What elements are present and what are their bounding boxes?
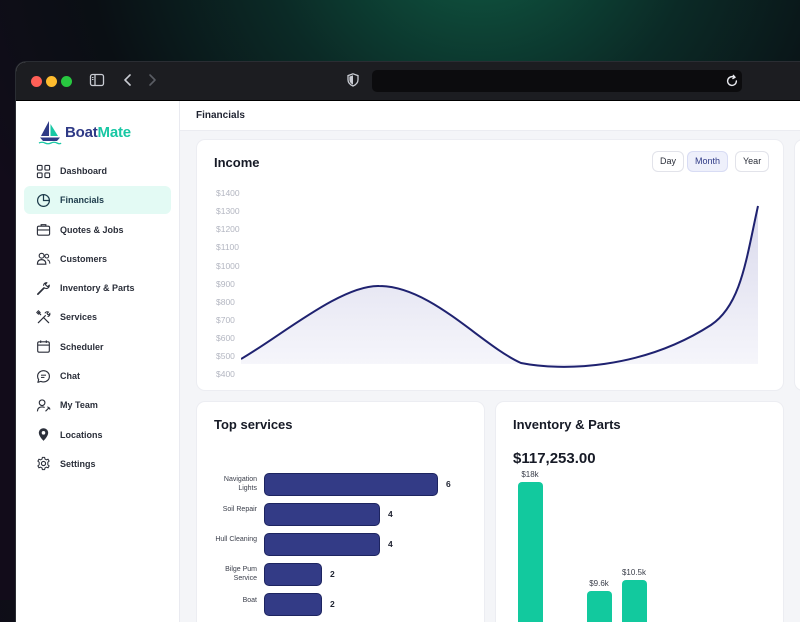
sidebar-item-inventory-parts[interactable]: Inventory & Parts	[24, 274, 171, 302]
service-label: Navigation Lights	[223, 476, 257, 492]
sidebar-item-quotes-jobs[interactable]: Quotes & Jobs	[24, 216, 171, 244]
inventory-bar	[518, 482, 543, 622]
sidebar-item-label: My Team	[60, 400, 98, 411]
sidebar-item-scheduler[interactable]: Scheduler	[24, 333, 171, 361]
sidebar-item-locations[interactable]: Locations	[24, 421, 171, 449]
sidebar-item-label: Chat	[60, 371, 80, 382]
sidebar-item-services[interactable]: Services	[24, 303, 171, 331]
minimize-window-button[interactable]	[46, 76, 57, 87]
y-tick-label: $400	[216, 369, 235, 379]
sidebar-item-label: Settings	[60, 458, 96, 469]
service-bar	[265, 474, 437, 495]
sidebar-item-dashboard[interactable]: Dashboard	[24, 157, 171, 185]
service-value: 2	[330, 569, 335, 579]
y-tick-label: $1100	[216, 242, 240, 252]
period-day-button[interactable]: Day	[653, 152, 684, 171]
maximize-window-button[interactable]	[61, 76, 72, 87]
y-tick-label: $500	[216, 351, 235, 361]
brand-name: BoatMate	[65, 123, 131, 141]
close-window-button[interactable]	[31, 76, 42, 87]
income-card: Income Day Month Year $1400 $1300 $1200 …	[197, 140, 783, 390]
inventory-card: Inventory & Parts $117,253.00 $18k $9.6k…	[496, 402, 783, 622]
address-bar[interactable]	[372, 70, 742, 92]
service-bar	[265, 504, 379, 525]
y-tick-label: $600	[216, 333, 235, 343]
shield-icon[interactable]	[345, 72, 361, 88]
users-icon	[36, 253, 51, 266]
top-services-title: Top services	[214, 417, 293, 432]
tools-icon	[36, 310, 51, 324]
period-month-button[interactable]: Month	[688, 152, 728, 171]
inventory-bar-label: $18k	[521, 470, 539, 479]
y-tick-label: $1400	[216, 188, 240, 198]
inventory-bar-label: $10.5k	[621, 568, 647, 577]
service-label: Hull Cleaning	[215, 536, 257, 543]
sidebar-item-label: Customers	[60, 253, 108, 264]
service-bar	[265, 564, 321, 585]
inventory-total: $117,253.00	[513, 450, 596, 467]
inventory-bar-label: $9.6k	[589, 579, 609, 588]
browser-toolbar	[16, 62, 800, 101]
income-title: Income	[214, 155, 260, 170]
service-bar	[265, 534, 379, 555]
sailboat-icon	[38, 121, 62, 145]
gear-icon	[37, 457, 50, 471]
service-value: 4	[388, 509, 393, 519]
chat-icon	[37, 369, 50, 383]
y-tick-label: $1200	[216, 224, 240, 234]
sidebar-nav: Dashboard Financials Quotes & Jobs	[24, 157, 171, 479]
forward-icon[interactable]	[144, 72, 160, 88]
y-tick-label: $800	[216, 297, 235, 307]
briefcase-icon	[36, 224, 51, 236]
breadcrumb: Financials	[196, 110, 245, 121]
pie-chart-icon	[36, 193, 51, 207]
sidebar-item-label: Quotes & Jobs	[60, 224, 124, 235]
sidebar-item-label: Financials	[60, 195, 105, 206]
sidebar-item-label: Inventory & Parts	[60, 283, 135, 294]
sidebar-item-label: Dashboard	[60, 166, 108, 176]
service-value: 2	[330, 599, 335, 609]
partial-card	[795, 140, 800, 390]
reload-icon[interactable]	[725, 74, 739, 88]
page-header: Financials	[180, 101, 800, 131]
y-tick-label: $700	[216, 315, 235, 325]
inventory-bar	[622, 580, 647, 622]
inventory-title: Inventory & Parts	[513, 417, 621, 432]
browser-window: BoatMate Dashboard Financials	[16, 62, 800, 622]
sidebar-item-my-team[interactable]: My Team	[24, 391, 171, 419]
inventory-bar	[587, 591, 612, 622]
y-tick-label: $1000	[216, 261, 240, 271]
service-value: 6	[446, 479, 451, 489]
wrench-icon	[37, 281, 50, 295]
sidebar-item-chat[interactable]: Chat	[24, 362, 171, 390]
location-pin-icon	[38, 428, 49, 442]
sidebar-toggle-icon[interactable]	[89, 72, 105, 88]
service-value: 4	[388, 539, 393, 549]
brand-logo[interactable]: BoatMate	[38, 119, 131, 145]
y-tick-label: $1300	[216, 206, 240, 216]
sidebar-item-customers[interactable]: Customers	[24, 245, 171, 273]
income-area	[241, 206, 758, 367]
income-chart	[241, 205, 759, 368]
service-label: Soil Repair	[222, 506, 257, 513]
service-bar	[265, 594, 321, 615]
team-icon	[36, 399, 51, 412]
income-line	[241, 205, 759, 368]
sidebar-item-label: Locations	[60, 429, 103, 440]
sidebar-item-label: Services	[60, 312, 98, 323]
back-icon[interactable]	[120, 72, 136, 88]
service-label: Boat	[242, 597, 257, 604]
calendar-icon	[37, 340, 50, 353]
period-year-button[interactable]: Year	[736, 152, 769, 171]
sidebar-item-settings[interactable]: Settings	[24, 450, 171, 478]
y-tick-label: $900	[216, 279, 235, 289]
top-services-card: Top services Navigation Lights 6 Soil Re…	[197, 402, 484, 622]
sidebar: BoatMate Dashboard Financials	[16, 101, 180, 622]
sidebar-item-label: Scheduler	[60, 341, 104, 352]
sidebar-item-financials[interactable]: Financials	[24, 186, 171, 215]
service-label: Bilge Pum Service	[225, 566, 257, 582]
grid-icon	[36, 164, 51, 178]
